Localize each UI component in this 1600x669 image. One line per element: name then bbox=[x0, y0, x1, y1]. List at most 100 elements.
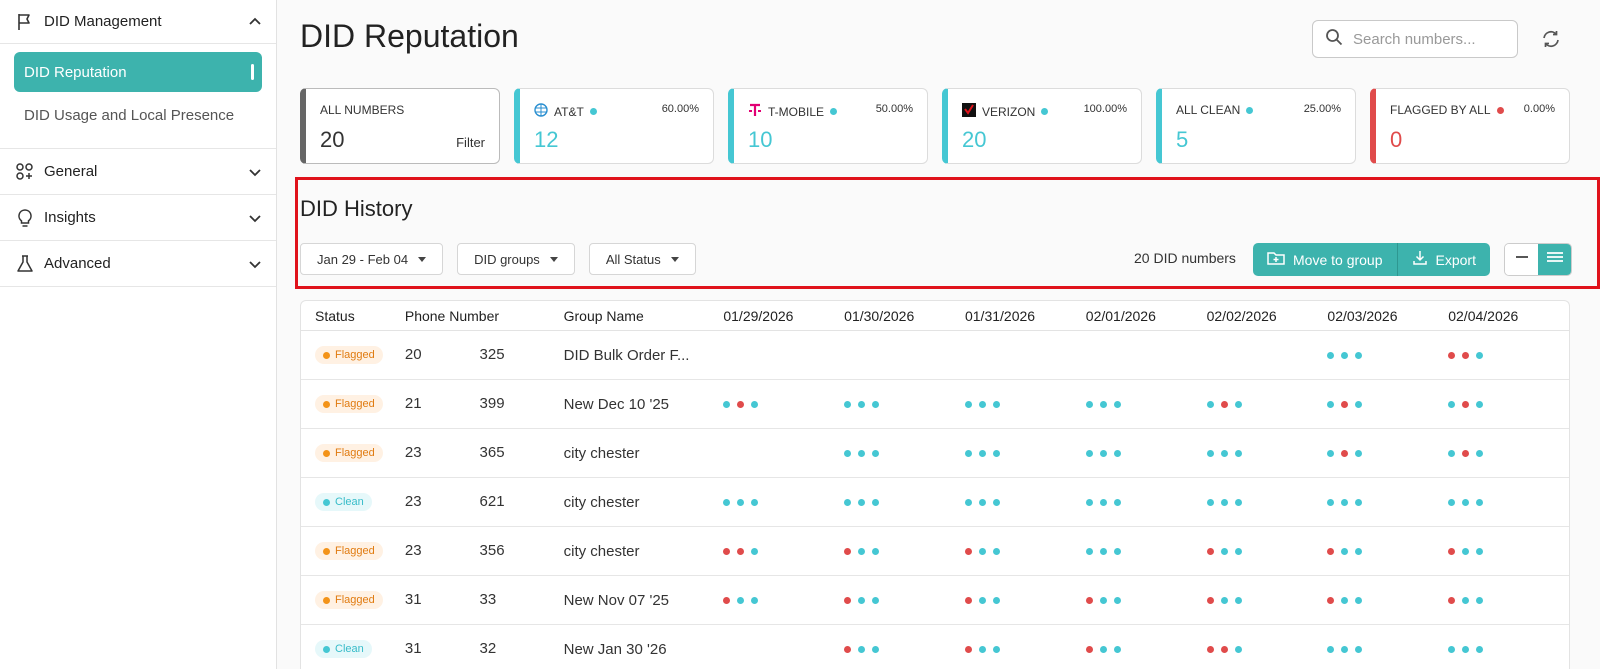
carrier-dots bbox=[964, 547, 1086, 555]
stat-card-all-numbers[interactable]: ALL NUMBERS 20 Filter bbox=[300, 88, 500, 164]
search-box[interactable] bbox=[1312, 20, 1518, 58]
status-dropdown[interactable]: All Status bbox=[588, 243, 696, 275]
redaction-mask bbox=[421, 590, 480, 610]
table-row[interactable]: Flagged 21 399 New Dec 10 '25 bbox=[301, 380, 1569, 429]
flagged-dot bbox=[1462, 351, 1470, 359]
carrier-dots bbox=[844, 547, 965, 555]
flagged-dot bbox=[737, 400, 745, 408]
status-dot bbox=[589, 108, 597, 115]
clean-dot bbox=[1355, 547, 1363, 555]
date-cell bbox=[1206, 449, 1328, 457]
column-header[interactable]: 02/01/2026 bbox=[1085, 307, 1156, 324]
stat-value: 12 bbox=[534, 127, 559, 152]
carrier-dots bbox=[1448, 596, 1569, 604]
stat-value: 0 bbox=[1390, 127, 1403, 152]
apps-icon bbox=[14, 161, 36, 183]
sidebar-group-did-management[interactable]: DID Management bbox=[0, 0, 276, 44]
column-header[interactable]: 01/31/2026 bbox=[964, 307, 1036, 324]
clean-dot bbox=[858, 645, 866, 653]
download-icon bbox=[1412, 250, 1428, 269]
clean-dot bbox=[1327, 498, 1335, 506]
stat-card-verizon[interactable]: VERIZON 100.00% 20 bbox=[942, 88, 1142, 164]
flagged-dot bbox=[964, 596, 972, 604]
clean-dot bbox=[1085, 449, 1093, 457]
stat-card-tmobile[interactable]: T-MOBILE 50.00% 10 bbox=[728, 88, 928, 164]
clean-dot bbox=[978, 498, 986, 506]
caret-down-icon bbox=[549, 256, 558, 262]
clean-dot bbox=[1341, 351, 1349, 359]
refresh-button[interactable] bbox=[1540, 28, 1564, 52]
sidebar-item-did-reputation[interactable]: DID Reputation bbox=[14, 52, 262, 92]
list-view-button[interactable] bbox=[1538, 244, 1571, 275]
column-header[interactable]: 02/04/2026 bbox=[1448, 307, 1519, 324]
move-to-group-button[interactable]: Move to group bbox=[1253, 243, 1397, 276]
search-input[interactable] bbox=[1353, 30, 1503, 48]
status-dot bbox=[1496, 106, 1504, 114]
clean-dot bbox=[992, 596, 1000, 604]
clean-dot bbox=[844, 498, 852, 506]
date-range-dropdown[interactable]: Jan 29 - Feb 04 bbox=[300, 243, 444, 275]
clean-dot bbox=[1085, 400, 1093, 408]
date-cell bbox=[1327, 547, 1448, 555]
clean-dot bbox=[723, 498, 731, 506]
status-cell: Flagged bbox=[301, 542, 405, 561]
date-cell bbox=[1448, 645, 1569, 653]
clean-dot bbox=[1448, 449, 1456, 457]
column-header[interactable]: 02/03/2026 bbox=[1327, 307, 1398, 324]
sidebar-group-advanced[interactable]: Advanced bbox=[0, 241, 276, 287]
column-header[interactable]: Group Name bbox=[563, 307, 644, 324]
filter-link[interactable]: Filter bbox=[456, 135, 485, 150]
table-body: Flagged 20 325 DID Bulk Order F... Flagged 21… bbox=[301, 331, 1569, 669]
sidebar-group-insights[interactable]: Insights bbox=[0, 195, 276, 241]
stat-label-text: T-MOBILE bbox=[768, 104, 825, 119]
table-row[interactable]: Clean 31 32 New Jan 30 '26 bbox=[301, 625, 1569, 669]
stat-card-att[interactable]: AT&T 60.00% 12 bbox=[514, 88, 714, 164]
carrier-dots bbox=[1206, 449, 1328, 457]
column-header[interactable]: Status bbox=[315, 307, 355, 324]
export-button[interactable]: Export bbox=[1396, 243, 1490, 276]
compact-view-button[interactable] bbox=[1505, 244, 1538, 275]
status-text: Flagged bbox=[335, 447, 375, 460]
sidebar-group-general[interactable]: General bbox=[0, 149, 276, 195]
carrier-dots bbox=[1206, 596, 1328, 604]
clean-dot bbox=[1099, 498, 1107, 506]
clean-dot bbox=[1085, 547, 1093, 555]
date-cell bbox=[844, 449, 965, 457]
carrier-dots bbox=[723, 596, 844, 604]
phone-cell: 23 356 bbox=[405, 541, 564, 561]
date-cell bbox=[844, 547, 965, 555]
column-header[interactable]: 01/30/2026 bbox=[844, 307, 915, 324]
did-groups-dropdown[interactable]: DID groups bbox=[457, 243, 575, 275]
clean-dot bbox=[1476, 645, 1484, 653]
clean-dot bbox=[1448, 498, 1456, 506]
stat-card-flagged-by-all[interactable]: FLAGGED BY ALL 0.00% 0 bbox=[1370, 88, 1570, 164]
column-header[interactable]: 01/29/2026 bbox=[723, 307, 794, 324]
table-row[interactable]: Flagged 23 365 city chester bbox=[301, 429, 1569, 478]
table-row[interactable]: Flagged 23 356 city chester bbox=[301, 527, 1569, 576]
status-cell: Clean bbox=[301, 640, 405, 659]
column-header[interactable]: Phone Number bbox=[404, 307, 500, 324]
clean-dot bbox=[978, 547, 986, 555]
chevron-down-icon bbox=[248, 257, 262, 271]
clean-dot bbox=[1113, 498, 1121, 506]
date-cell bbox=[723, 400, 844, 408]
clean-dot bbox=[1355, 449, 1363, 457]
column-header[interactable]: 02/02/2026 bbox=[1206, 307, 1277, 324]
clean-dot bbox=[1099, 400, 1107, 408]
date-cell bbox=[723, 547, 844, 555]
table-row[interactable]: Flagged 20 325 DID Bulk Order F... bbox=[301, 331, 1569, 380]
phone-start: 31 bbox=[404, 590, 422, 608]
table-row[interactable]: Flagged 31 33 New Nov 07 '25 bbox=[301, 576, 1569, 625]
sidebar-item-did-usage[interactable]: DID Usage and Local Presence bbox=[14, 92, 262, 138]
table-row[interactable]: Clean 23 621 city chester bbox=[301, 478, 1569, 527]
date-cell bbox=[1085, 547, 1207, 555]
status-dot bbox=[323, 547, 330, 555]
clean-dot bbox=[872, 596, 880, 604]
carrier-dots bbox=[1085, 547, 1207, 555]
clean-dot bbox=[1476, 400, 1484, 408]
phone-end: 33 bbox=[479, 590, 497, 608]
phone-end: 356 bbox=[479, 541, 505, 559]
stat-card-all-clean[interactable]: ALL CLEAN 25.00% 5 bbox=[1156, 88, 1356, 164]
clean-dot bbox=[992, 498, 1000, 506]
date-cell bbox=[1327, 449, 1448, 457]
